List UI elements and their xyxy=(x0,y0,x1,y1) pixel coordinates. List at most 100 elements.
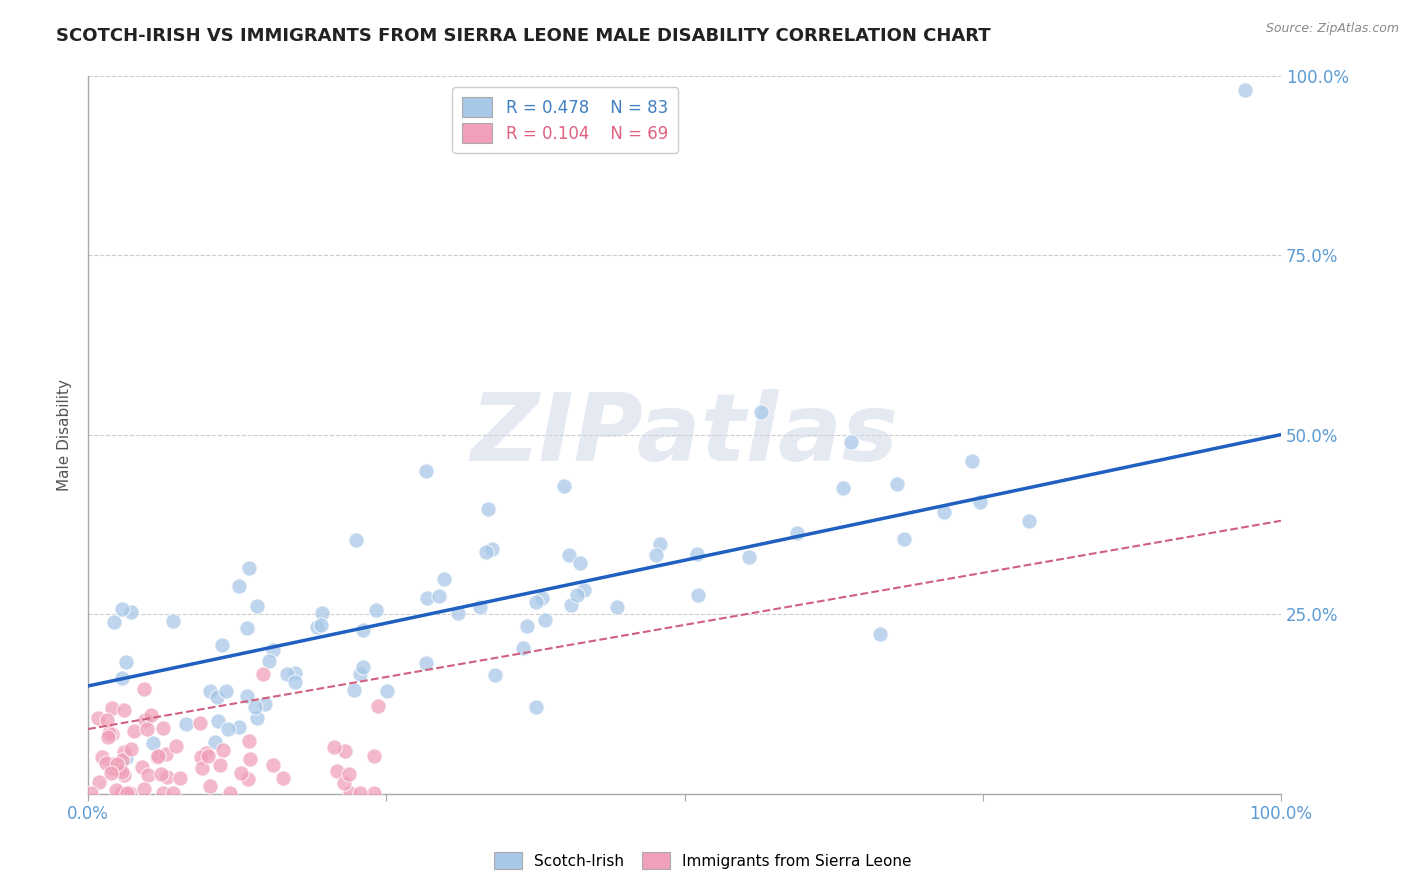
Point xyxy=(115,656,138,670)
Point xyxy=(238,560,260,574)
Point xyxy=(188,715,211,730)
Point xyxy=(349,667,371,681)
Point xyxy=(309,618,332,632)
Point xyxy=(238,772,260,786)
Point xyxy=(150,767,173,781)
Point xyxy=(415,464,437,478)
Point xyxy=(246,599,269,613)
Point xyxy=(101,727,124,741)
Point xyxy=(363,786,385,800)
Point xyxy=(218,786,240,800)
Point xyxy=(263,642,285,657)
Legend: Scotch-Irish, Immigrants from Sierra Leone: Scotch-Irish, Immigrants from Sierra Leo… xyxy=(488,846,918,875)
Point xyxy=(685,547,707,561)
Point xyxy=(100,766,122,780)
Point xyxy=(427,589,450,603)
Point xyxy=(174,716,197,731)
Point xyxy=(337,766,360,780)
Point xyxy=(120,741,142,756)
Point xyxy=(211,638,233,652)
Point xyxy=(246,711,269,725)
Point xyxy=(572,583,595,598)
Point xyxy=(352,623,374,637)
Point xyxy=(481,542,503,557)
Point xyxy=(155,747,177,761)
Point xyxy=(786,525,808,540)
Point xyxy=(553,479,575,493)
Point xyxy=(568,556,591,570)
Point xyxy=(468,600,491,615)
Point xyxy=(524,595,547,609)
Point xyxy=(111,765,134,780)
Point xyxy=(142,736,165,750)
Point xyxy=(352,660,374,674)
Point xyxy=(120,606,142,620)
Point xyxy=(960,454,983,468)
Point xyxy=(349,786,371,800)
Point xyxy=(211,743,233,757)
Point xyxy=(271,771,294,785)
Point xyxy=(869,627,891,641)
Point xyxy=(229,765,252,780)
Point xyxy=(136,768,159,782)
Point xyxy=(96,713,118,727)
Point xyxy=(101,701,124,715)
Point xyxy=(115,751,138,765)
Point xyxy=(886,477,908,491)
Point xyxy=(325,764,347,779)
Point xyxy=(132,781,155,796)
Point xyxy=(335,744,357,758)
Point xyxy=(110,786,132,800)
Point xyxy=(262,758,284,772)
Point xyxy=(363,749,385,764)
Point xyxy=(156,770,179,784)
Point xyxy=(252,666,274,681)
Point xyxy=(893,532,915,546)
Point xyxy=(96,756,118,771)
Point xyxy=(531,591,554,605)
Point xyxy=(565,588,588,602)
Point xyxy=(111,602,134,616)
Point xyxy=(344,533,367,547)
Point xyxy=(475,544,498,558)
Point xyxy=(162,786,184,800)
Point xyxy=(104,783,127,797)
Point xyxy=(165,739,187,754)
Point xyxy=(112,768,135,782)
Point xyxy=(135,723,157,737)
Point xyxy=(534,613,557,627)
Point xyxy=(118,786,141,800)
Point xyxy=(560,599,582,613)
Point xyxy=(141,708,163,723)
Point xyxy=(512,640,534,655)
Point xyxy=(101,761,124,775)
Point xyxy=(152,721,174,735)
Point xyxy=(969,495,991,509)
Point xyxy=(112,702,135,716)
Point xyxy=(416,591,439,605)
Point xyxy=(339,786,361,800)
Point xyxy=(169,772,191,786)
Point xyxy=(375,683,398,698)
Point xyxy=(86,711,108,725)
Point xyxy=(686,587,709,601)
Point xyxy=(323,739,346,754)
Point xyxy=(131,760,153,774)
Point xyxy=(446,606,468,620)
Point xyxy=(239,752,262,766)
Point xyxy=(524,700,547,714)
Point xyxy=(516,619,538,633)
Point xyxy=(115,786,138,800)
Point xyxy=(644,548,666,562)
Point xyxy=(124,723,146,738)
Point xyxy=(200,684,222,698)
Point xyxy=(162,614,184,628)
Point xyxy=(200,779,222,793)
Point xyxy=(205,690,228,705)
Point xyxy=(738,549,761,564)
Point xyxy=(484,668,506,682)
Point xyxy=(207,714,229,729)
Point xyxy=(152,786,174,800)
Point xyxy=(932,505,955,519)
Text: Source: ZipAtlas.com: Source: ZipAtlas.com xyxy=(1265,22,1399,36)
